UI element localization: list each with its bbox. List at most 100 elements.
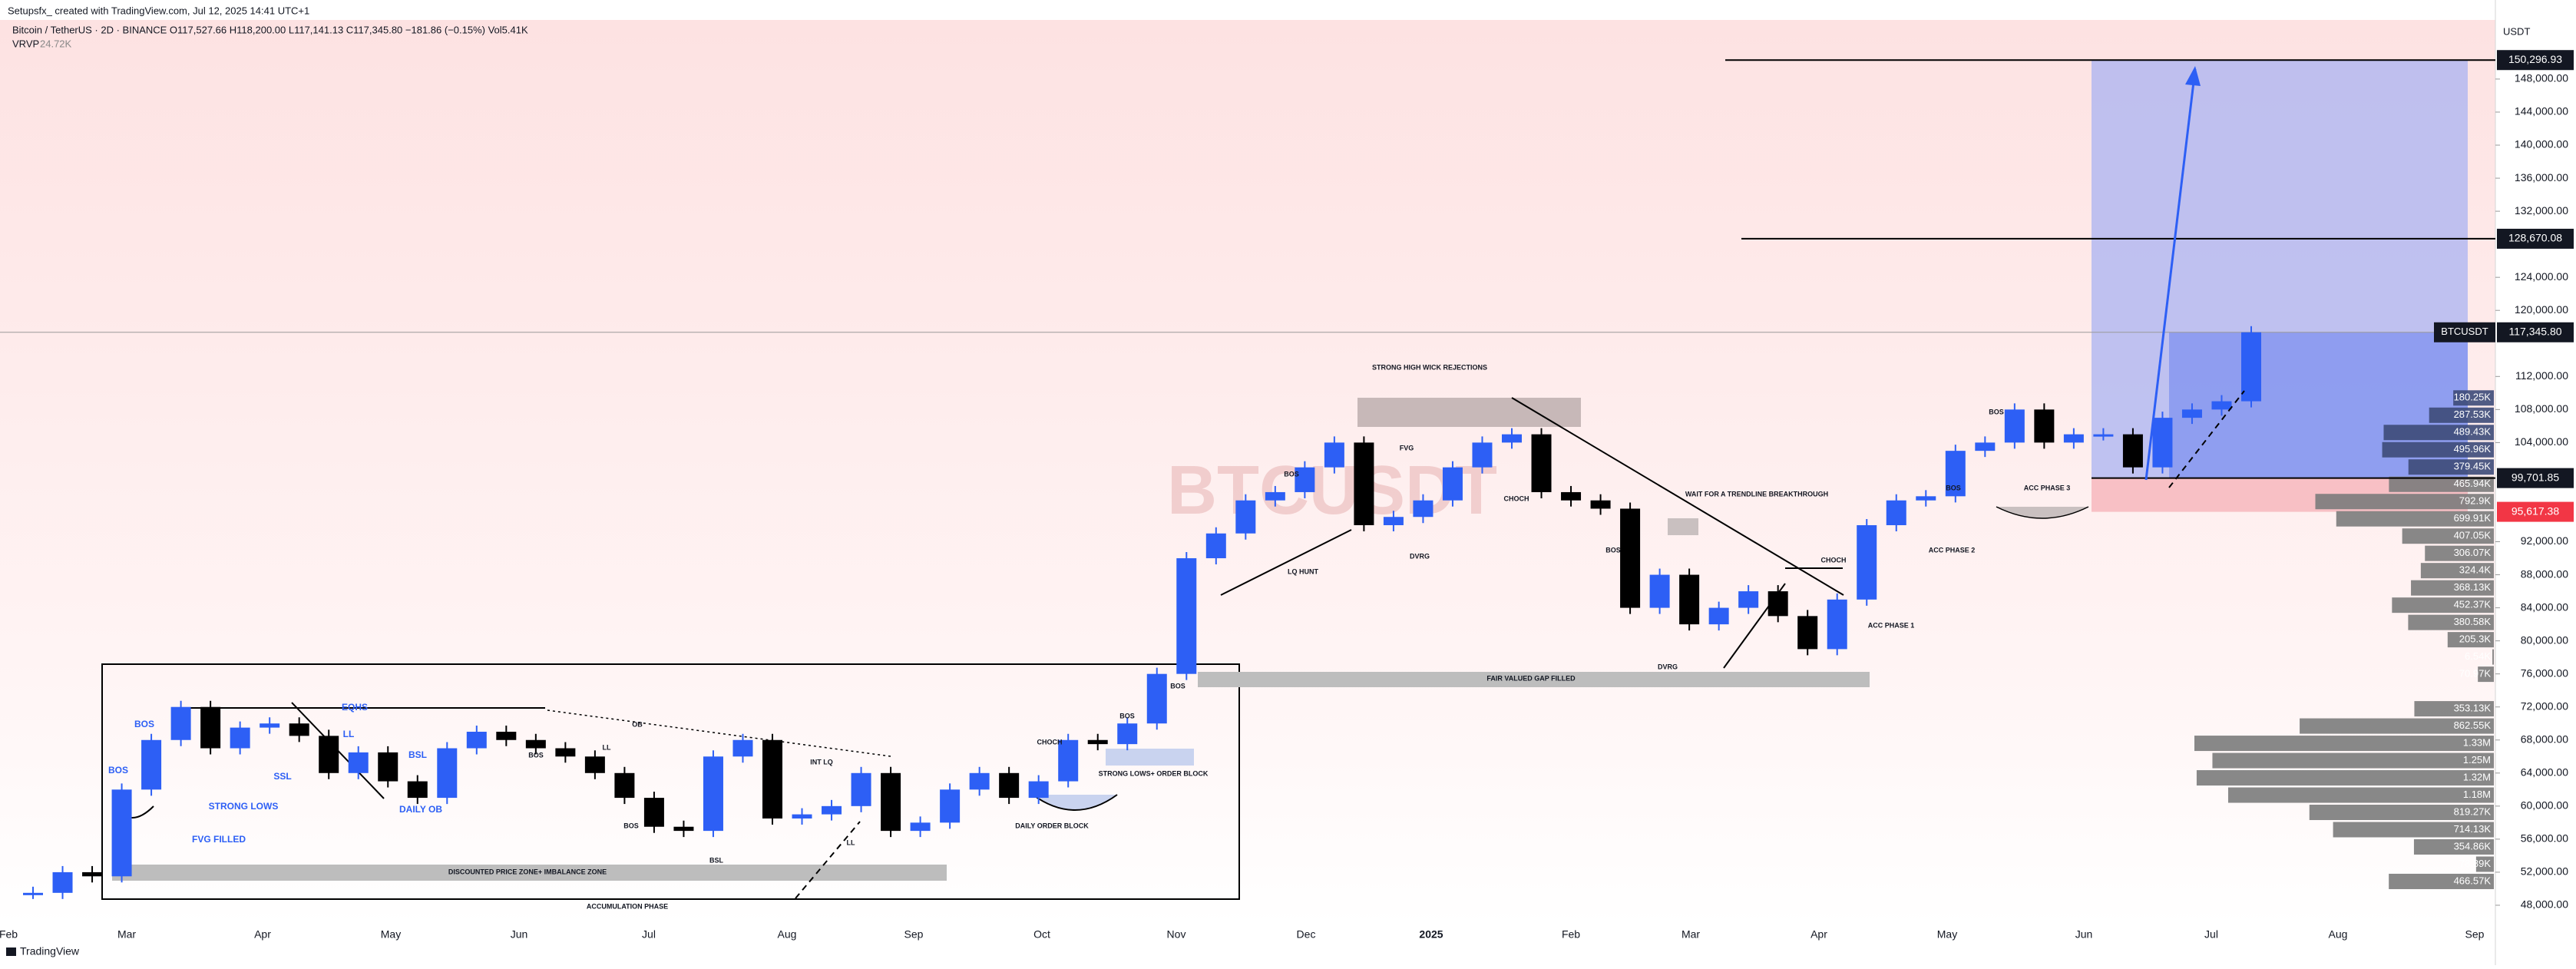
y-tick-label: 144,000.00 <box>2515 105 2568 117</box>
candle <box>1797 616 1818 650</box>
y-tick-label: 140,000.00 <box>2515 138 2568 150</box>
candle <box>260 723 280 728</box>
candle <box>703 756 723 832</box>
candle <box>1886 500 1906 525</box>
annotation: BOS <box>1989 408 2004 415</box>
order-block <box>1106 749 1194 766</box>
candle <box>1857 524 1877 600</box>
volume-label: 180.25K <box>2454 392 2492 403</box>
candle <box>1975 442 1996 451</box>
candle <box>1916 496 1936 501</box>
y-tick-label: 52,000.00 <box>2521 865 2568 878</box>
volume-label: 819.27K <box>2454 805 2492 817</box>
volume-bar <box>2402 528 2494 544</box>
candle <box>82 871 103 877</box>
candle <box>910 822 931 832</box>
x-tick-label: Oct <box>1033 928 1050 941</box>
y-tick-label: 72,000.00 <box>2521 699 2568 712</box>
candle <box>1531 434 1552 492</box>
candle <box>2004 409 2025 443</box>
volume-label: 1.18M <box>2463 789 2491 800</box>
annotation: LL <box>343 729 355 739</box>
candle <box>2152 418 2173 468</box>
price-tag-label: 95,617.38 <box>2512 504 2559 517</box>
footer-brand: TradingView <box>20 945 80 957</box>
candle <box>2181 409 2202 418</box>
volume-bar <box>2212 752 2494 769</box>
volume-label: 1.32M <box>2463 771 2491 782</box>
volume-bar <box>2447 632 2494 648</box>
candle <box>1472 442 1493 468</box>
volume-label: 353.13K <box>2454 703 2492 714</box>
dashed-line <box>2168 390 2245 488</box>
candle <box>584 756 605 773</box>
arrow-head <box>2185 66 2201 86</box>
volume-bar <box>2383 425 2494 441</box>
footer-logo <box>6 948 16 956</box>
x-tick-label: Feb <box>1562 928 1580 941</box>
candle <box>2241 332 2261 402</box>
y-tick-label: 48,000.00 <box>2521 898 2568 911</box>
symbol-line: Bitcoin / TetherUS · 2D · BINANCE O117,5… <box>12 24 528 35</box>
x-tick-label: Dec <box>1297 928 1316 941</box>
y-tick-label: 132,000.00 <box>2515 204 2568 217</box>
curve <box>1032 794 1118 811</box>
candle <box>851 772 871 806</box>
annotation: ACCUMULATION PHASE <box>587 902 668 910</box>
volume-bar <box>2408 459 2494 475</box>
ob-zone <box>1668 518 1698 535</box>
candle <box>200 706 221 749</box>
annotation: ACC PHASE 2 <box>1929 546 1976 554</box>
candle <box>732 739 753 757</box>
candle <box>792 814 812 819</box>
annotation: STRONG LOWS+ ORDER BLOCK <box>1099 769 1209 777</box>
annotation: STRONG LOWS <box>209 801 279 812</box>
candle <box>1413 500 1433 518</box>
x-tick-label: 2025 <box>1419 928 1443 941</box>
volume-label: 354.86K <box>2454 840 2492 852</box>
volume-bar <box>2408 614 2494 630</box>
volume-label: 489.43K <box>2454 426 2492 438</box>
dotted-line <box>547 709 891 757</box>
candle <box>23 892 43 895</box>
candle <box>2122 434 2143 468</box>
annotation: FVG FILLED <box>192 834 246 845</box>
volume-bar <box>2194 736 2494 752</box>
fvg-zone <box>1198 672 1870 687</box>
candle <box>1561 491 1582 501</box>
x-tick-label: Jun <box>2075 928 2093 941</box>
candle <box>2211 401 2232 410</box>
candle <box>1058 739 1079 782</box>
candle <box>2034 409 2055 443</box>
x-tick-label: Aug <box>778 928 797 941</box>
candle <box>289 723 309 736</box>
y-tick-label: 104,000.00 <box>2515 435 2568 448</box>
price-tag-label: 150,296.93 <box>2508 53 2562 65</box>
y-tick-label: 148,000.00 <box>2515 72 2568 84</box>
indicator: VRVP <box>12 38 39 49</box>
discount-zone <box>112 865 947 881</box>
volume-bar <box>2425 545 2494 561</box>
candle <box>1767 591 1788 617</box>
annotation: STRONG HIGH WICK REJECTIONS <box>1372 363 1487 371</box>
y-tick-label: 84,000.00 <box>2521 600 2568 613</box>
price-tag-label: 117,345.80 <box>2508 325 2561 337</box>
candle <box>1738 591 1759 608</box>
volume-label: 306.07K <box>2454 547 2492 558</box>
x-tick-label: Aug <box>2329 928 2348 941</box>
volume-label: 792.9K <box>2459 495 2492 507</box>
volume-bar <box>2336 511 2494 527</box>
candle <box>1324 442 1344 468</box>
candle <box>1295 467 1315 492</box>
volume-label: 466.57K <box>2454 875 2492 886</box>
y-tick-label: 64,000.00 <box>2521 766 2568 778</box>
volume-label: 379.45K <box>2454 461 2492 472</box>
volume-label: 714.13K <box>2454 823 2492 835</box>
x-tick-label: Jul <box>642 928 656 941</box>
price-tag <box>2497 322 2574 342</box>
candle <box>1708 607 1729 625</box>
price-tag <box>2497 228 2574 249</box>
y-tick-label: 124,000.00 <box>2515 270 2568 283</box>
volume-label: 368.13K <box>2454 581 2492 593</box>
candle <box>111 789 132 877</box>
